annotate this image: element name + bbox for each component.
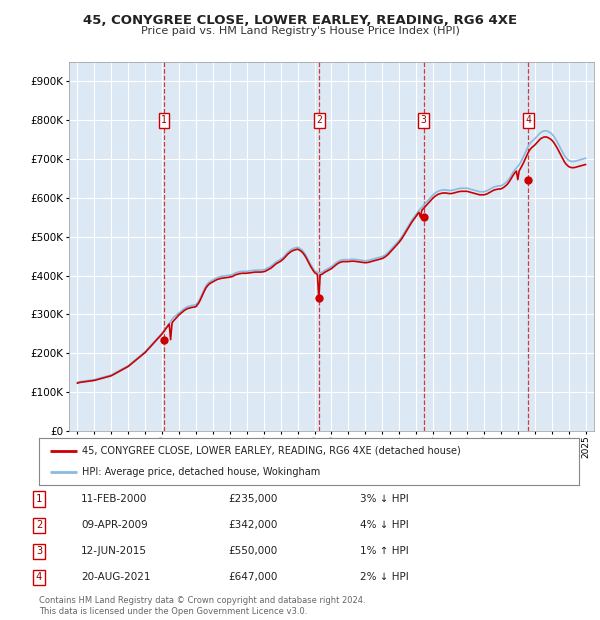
- Text: 4% ↓ HPI: 4% ↓ HPI: [360, 520, 409, 530]
- Text: 3% ↓ HPI: 3% ↓ HPI: [360, 494, 409, 504]
- Text: 1: 1: [36, 494, 42, 504]
- Text: 11-FEB-2000: 11-FEB-2000: [81, 494, 148, 504]
- Text: £342,000: £342,000: [228, 520, 277, 530]
- Text: 12-JUN-2015: 12-JUN-2015: [81, 546, 147, 556]
- Text: 2: 2: [316, 115, 322, 125]
- Text: £235,000: £235,000: [228, 494, 277, 504]
- Text: 1: 1: [161, 115, 167, 125]
- Text: HPI: Average price, detached house, Wokingham: HPI: Average price, detached house, Woki…: [82, 467, 320, 477]
- Text: 45, CONYGREE CLOSE, LOWER EARLEY, READING, RG6 4XE (detached house): 45, CONYGREE CLOSE, LOWER EARLEY, READIN…: [82, 446, 461, 456]
- Text: 3: 3: [36, 546, 42, 556]
- Text: Contains HM Land Registry data © Crown copyright and database right 2024.
This d: Contains HM Land Registry data © Crown c…: [39, 596, 365, 616]
- Text: 09-APR-2009: 09-APR-2009: [81, 520, 148, 530]
- Text: 1% ↑ HPI: 1% ↑ HPI: [360, 546, 409, 556]
- Text: £647,000: £647,000: [228, 572, 277, 582]
- Text: Price paid vs. HM Land Registry's House Price Index (HPI): Price paid vs. HM Land Registry's House …: [140, 26, 460, 36]
- Text: 2% ↓ HPI: 2% ↓ HPI: [360, 572, 409, 582]
- Text: 4: 4: [526, 115, 532, 125]
- Text: £550,000: £550,000: [228, 546, 277, 556]
- Text: 4: 4: [36, 572, 42, 582]
- Text: 45, CONYGREE CLOSE, LOWER EARLEY, READING, RG6 4XE: 45, CONYGREE CLOSE, LOWER EARLEY, READIN…: [83, 14, 517, 27]
- Text: 20-AUG-2021: 20-AUG-2021: [81, 572, 151, 582]
- Text: 2: 2: [36, 520, 42, 530]
- Text: 3: 3: [421, 115, 427, 125]
